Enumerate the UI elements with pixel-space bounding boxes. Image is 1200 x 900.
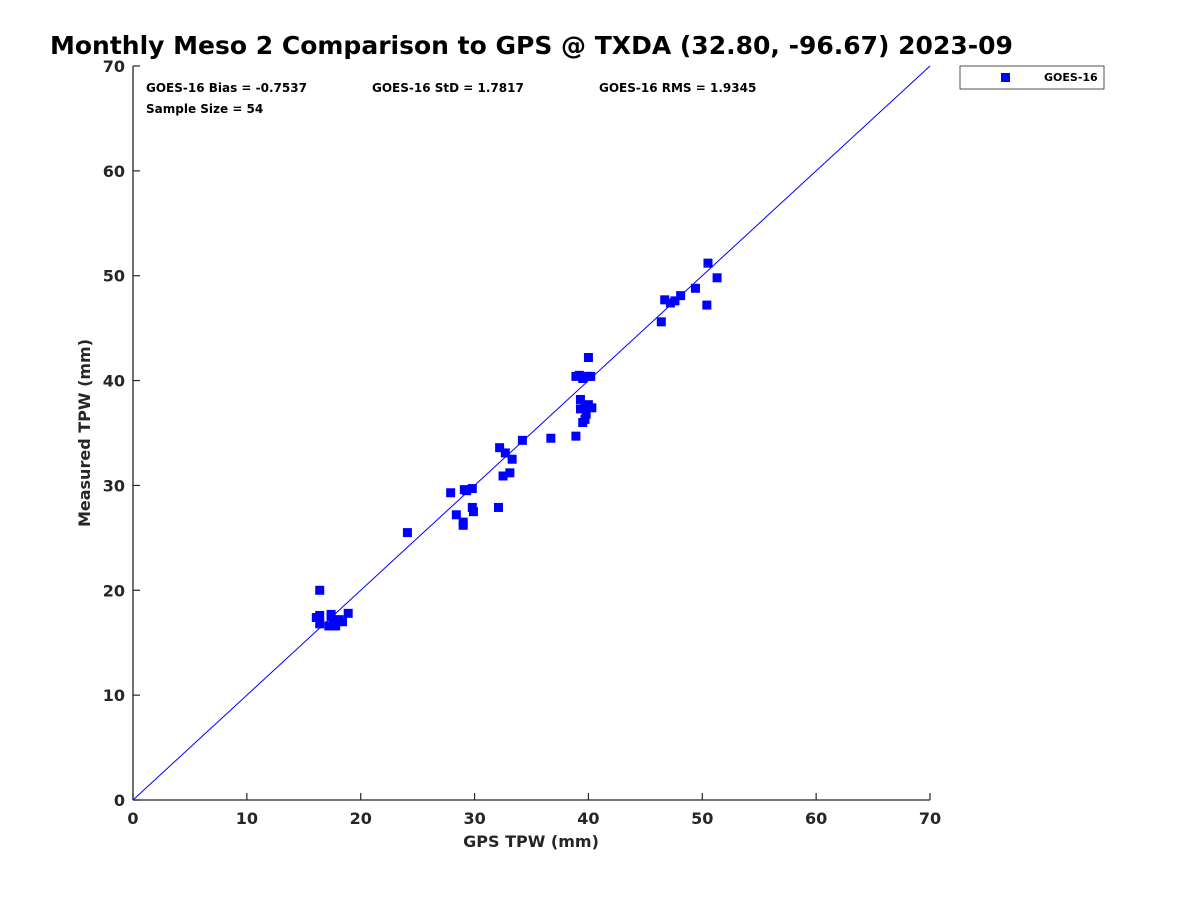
data-point	[690, 283, 700, 293]
data-point	[315, 619, 325, 629]
data-point	[580, 414, 590, 424]
legend-label: GOES-16	[1044, 71, 1098, 84]
data-point	[665, 298, 675, 308]
data-point	[498, 471, 508, 481]
data-point	[712, 273, 722, 283]
y-tick-label: 0	[114, 791, 125, 810]
data-point	[517, 435, 527, 445]
data-point	[507, 454, 517, 464]
data-point	[546, 433, 556, 443]
stats-annotation: GOES-16 Bias = -0.7537 GOES-16 StD = 1.7…	[146, 81, 756, 116]
x-tick-label: 40	[577, 809, 599, 828]
std-stat: GOES-16 StD = 1.7817	[372, 81, 524, 95]
data-point	[670, 296, 680, 306]
data-point	[337, 617, 347, 627]
data-point	[702, 300, 712, 310]
data-point	[578, 373, 588, 383]
x-tick-label: 70	[919, 809, 941, 828]
data-point	[587, 403, 597, 413]
data-point	[446, 488, 456, 498]
one-to-one-line	[132, 65, 931, 801]
data-point	[402, 528, 412, 538]
data-point	[676, 291, 686, 301]
x-axis-label: GPS TPW (mm)	[463, 832, 599, 851]
x-tick-label: 0	[127, 809, 138, 828]
y-tick-label: 20	[103, 581, 125, 600]
bias-stat: GOES-16 Bias = -0.7537	[146, 81, 307, 95]
data-point	[331, 621, 341, 631]
plot-area: 0 10 20 30 40 50 60 70 0 10 20 30 40 50 60 70	[103, 57, 941, 828]
data-point	[468, 507, 478, 517]
data-point	[656, 317, 666, 327]
data-point	[505, 468, 515, 478]
data-point	[328, 616, 338, 626]
y-axis-label: Measured TPW (mm)	[75, 339, 94, 527]
y-tick-label: 70	[103, 57, 125, 76]
x-tick-label: 20	[350, 809, 372, 828]
x-tick-label: 50	[691, 809, 713, 828]
data-point	[660, 295, 670, 305]
y-tick-label: 10	[103, 686, 125, 705]
y-tick-label: 50	[103, 267, 125, 286]
sample-size-stat: Sample Size = 54	[146, 102, 263, 116]
data-point	[462, 486, 472, 496]
x-tick-label: 30	[463, 809, 485, 828]
data-points	[311, 258, 722, 631]
y-tick-label: 40	[103, 372, 125, 391]
data-point	[315, 610, 325, 620]
data-point	[451, 510, 461, 520]
x-tick-label: 10	[236, 809, 258, 828]
data-point	[324, 621, 334, 631]
legend-marker	[1001, 73, 1010, 82]
data-point	[495, 443, 505, 453]
data-point	[703, 258, 713, 268]
rms-stat: GOES-16 RMS = 1.9345	[599, 81, 756, 95]
data-point	[343, 608, 353, 618]
data-point	[575, 404, 585, 414]
x-axis-ticks: 0 10 20 30 40 50 60 70	[127, 793, 941, 828]
data-point	[315, 585, 325, 595]
y-tick-label: 30	[103, 476, 125, 495]
y-axis-ticks: 0 10 20 30 40 50 60 70	[103, 57, 140, 810]
legend-box	[959, 65, 1105, 90]
data-point	[575, 394, 585, 404]
data-point	[467, 484, 477, 494]
y-tick-label: 60	[103, 162, 125, 181]
data-point	[493, 502, 503, 512]
data-point	[583, 353, 593, 363]
data-point	[500, 448, 510, 458]
legend: GOES-16	[959, 65, 1105, 90]
data-point	[326, 609, 336, 619]
chart-title: Monthly Meso 2 Comparison to GPS @ TXDA …	[50, 31, 1013, 60]
data-point	[458, 517, 468, 527]
x-tick-label: 60	[805, 809, 827, 828]
data-point	[571, 431, 581, 441]
data-point	[586, 371, 596, 381]
data-point	[581, 409, 591, 419]
